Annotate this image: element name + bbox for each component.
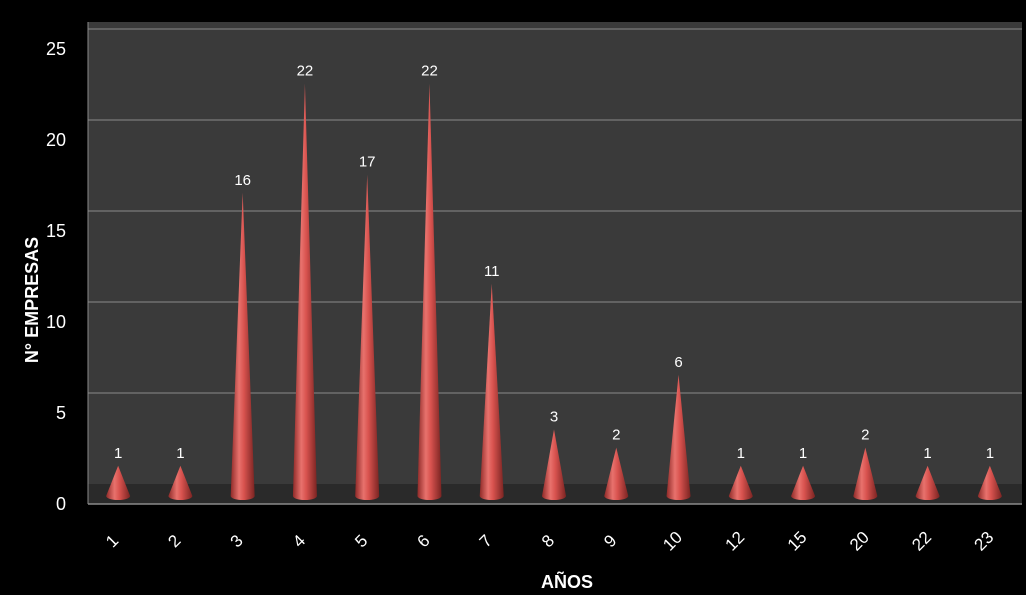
- bar-cone-body: [977, 465, 1002, 500]
- bar-cone-body: [106, 465, 131, 500]
- data-label: 1: [799, 445, 807, 462]
- bar-cone-body: [168, 465, 193, 500]
- x-tick-label: 22: [908, 528, 935, 555]
- bar-cone: [106, 465, 131, 500]
- x-tick-label: 4: [289, 531, 309, 551]
- x-tick-label: 10: [659, 528, 686, 555]
- x-tick-label: 15: [784, 528, 811, 555]
- x-tick-label: 1: [102, 531, 122, 551]
- bar-cone-body: [479, 283, 504, 500]
- x-tick-label: 23: [971, 528, 998, 555]
- x-tick-label: 9: [600, 531, 620, 551]
- data-label: 2: [612, 427, 620, 444]
- y-axis-title: N° EMPRESAS: [22, 237, 42, 363]
- y-tick-label: 5: [56, 403, 66, 423]
- bar-cone-body: [417, 83, 442, 500]
- data-label: 11: [484, 263, 500, 280]
- x-tick-label: 3: [227, 531, 247, 551]
- data-label: 22: [297, 63, 314, 80]
- data-label: 1: [176, 445, 184, 462]
- data-label: 6: [674, 354, 682, 371]
- data-label: 3: [550, 408, 558, 425]
- bar-cone: [977, 465, 1002, 500]
- data-label: 2: [861, 427, 869, 444]
- data-label: 1: [114, 445, 122, 462]
- x-tick-label: 8: [538, 531, 558, 551]
- bar-cone-body: [355, 174, 380, 500]
- bar-cone-body: [728, 465, 753, 500]
- bar-cone: [168, 465, 193, 500]
- bar-cone: [791, 465, 816, 500]
- y-tick-label: 0: [56, 494, 66, 514]
- y-tick-label: 25: [46, 39, 66, 59]
- bar-cone-body: [791, 465, 816, 500]
- y-tick-label: 15: [46, 221, 66, 241]
- bar-cone-body: [853, 447, 878, 500]
- x-tick-label: 2: [164, 531, 184, 551]
- bar-cone: [417, 83, 442, 500]
- data-label: 1: [737, 445, 745, 462]
- x-tick-label: 5: [351, 531, 371, 551]
- bar-cone: [230, 192, 255, 501]
- bar-cone-body: [666, 374, 691, 500]
- bar-cone: [355, 174, 380, 500]
- bar-cone: [542, 429, 566, 500]
- bar-cone: [728, 465, 753, 500]
- bar-cone-body: [542, 429, 566, 500]
- bar-cone-body: [604, 447, 629, 500]
- x-tick-label: 20: [846, 528, 873, 555]
- y-tick-label: 20: [46, 130, 66, 150]
- y-tick-label: 10: [46, 312, 66, 332]
- x-tick-label: 6: [414, 531, 434, 551]
- bar-cone: [479, 283, 504, 500]
- x-tick-label: 12: [722, 528, 749, 555]
- data-label: 16: [234, 172, 251, 189]
- data-label: 1: [986, 445, 994, 462]
- data-label: 1: [923, 445, 931, 462]
- bar-cone: [292, 83, 317, 500]
- bar-cone: [915, 465, 940, 500]
- bar-cone-body: [915, 465, 940, 500]
- bar-cone: [853, 447, 878, 500]
- data-label: 17: [359, 154, 376, 171]
- bar-cone-body: [230, 192, 255, 501]
- x-tick-label: 7: [476, 531, 496, 551]
- data-label: 22: [421, 63, 438, 80]
- bar-cone: [604, 447, 629, 500]
- x-axis-title: AÑOS: [541, 571, 593, 592]
- bar-cone-body: [292, 83, 317, 500]
- bar-cone: [666, 374, 691, 500]
